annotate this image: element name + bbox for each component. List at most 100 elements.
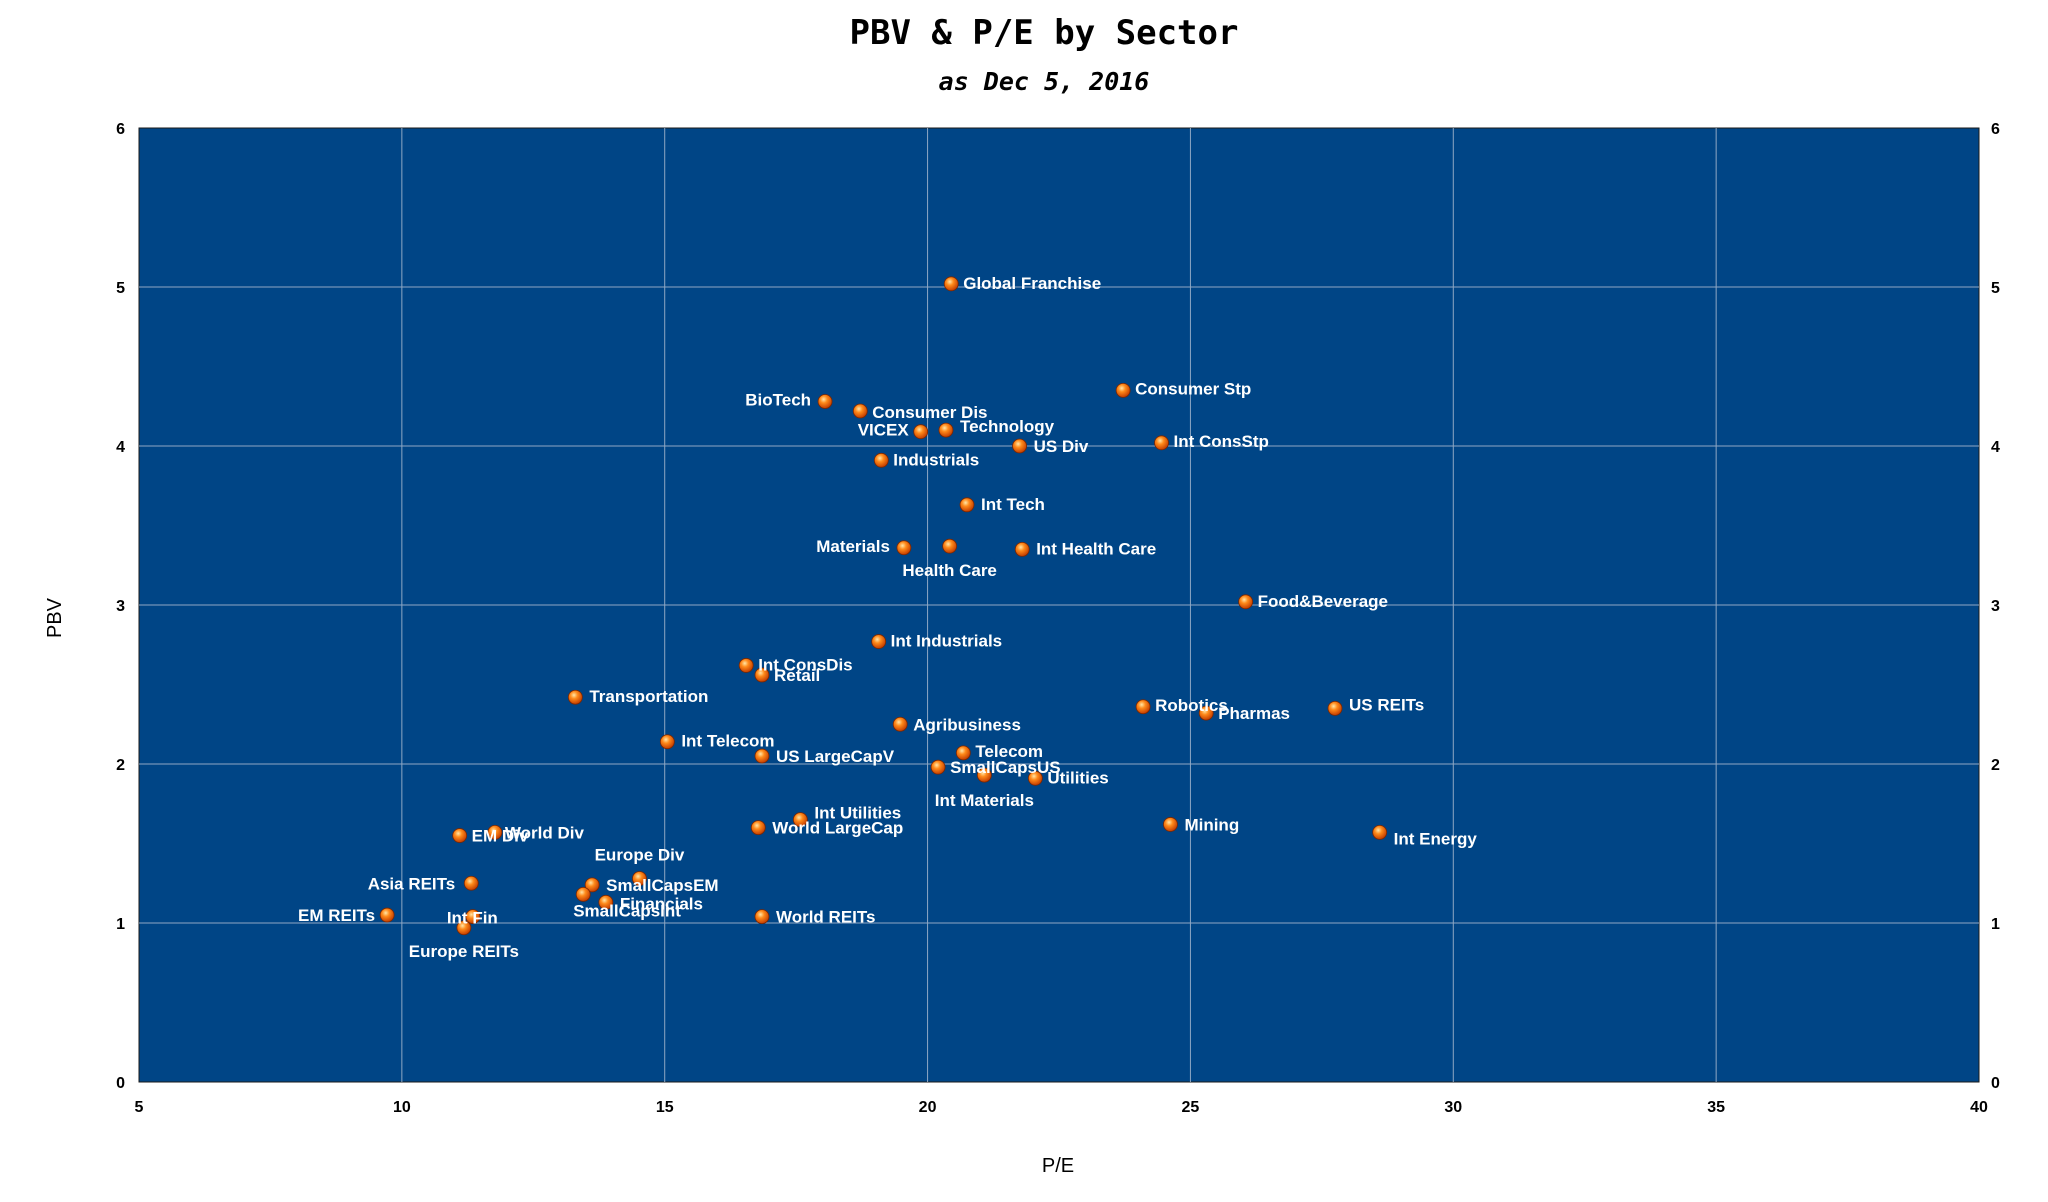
- y-tick-label-right: 6: [1991, 121, 2000, 138]
- data-point: [1163, 817, 1178, 832]
- y-axis-right: 0 1 2 3 4 5 6: [1991, 121, 2000, 1092]
- data-point: [452, 828, 468, 843]
- data-label: EM REITs: [298, 906, 375, 925]
- y-tick-label: 2: [116, 757, 125, 774]
- x-axis: 5 10 15 20 25 30 35 40: [135, 1099, 1988, 1116]
- x-tick-label: 20: [919, 1099, 937, 1116]
- data-point: [1327, 700, 1343, 716]
- x-tick-label: 15: [656, 1099, 674, 1116]
- data-label: VICEX: [858, 421, 910, 440]
- data-label: World LargeCap: [772, 819, 903, 838]
- data-point: [873, 452, 889, 468]
- y-tick-label: 3: [116, 598, 125, 615]
- data-label: EM Div: [472, 827, 529, 846]
- data-label: Asia REITs: [368, 874, 456, 893]
- data-point: [1115, 382, 1131, 398]
- data-label: Technology: [960, 417, 1055, 436]
- data-point: [754, 667, 770, 683]
- data-label: US Div: [1034, 437, 1089, 456]
- data-point: [955, 745, 971, 761]
- data-point: [456, 920, 472, 936]
- data-label: Europe REITs: [409, 942, 519, 961]
- data-point: [1154, 435, 1169, 451]
- data-label: Industrials: [893, 450, 979, 469]
- data-label: SmallCapsInt: [573, 901, 681, 920]
- data-point: [738, 658, 754, 673]
- data-label: Int Utilities: [814, 804, 901, 823]
- y-tick-label-right: 3: [1991, 598, 2000, 615]
- data-label: Int Fin: [447, 909, 498, 928]
- data-label: Int Energy: [1394, 829, 1478, 848]
- data-point: [976, 767, 992, 783]
- data-label: Financials: [620, 894, 703, 913]
- y-tick-label-right: 1: [1991, 916, 2000, 933]
- data-point: [942, 538, 958, 554]
- data-label: Global Franchise: [963, 274, 1101, 293]
- data-point: [463, 875, 479, 891]
- data-point: [1238, 594, 1254, 610]
- y-tick-label: 0: [116, 1075, 125, 1092]
- x-axis-title: P/E: [1042, 1155, 1074, 1177]
- data-label: Int Telecom: [681, 732, 774, 751]
- data-label: Consumer Stp: [1135, 379, 1251, 398]
- data-point: [871, 634, 887, 649]
- data-label: World Div: [505, 823, 585, 842]
- data-point: [584, 877, 600, 893]
- data-point: [892, 716, 908, 732]
- data-point: [487, 824, 503, 840]
- data-label: US REITs: [1349, 695, 1424, 714]
- y-tick-label-right: 5: [1991, 280, 2000, 297]
- data-label: Materials: [816, 537, 890, 556]
- data-point: [1372, 824, 1388, 840]
- data-point: [1012, 438, 1027, 454]
- data-point: [817, 394, 833, 409]
- data-point: [852, 403, 868, 419]
- data-labels: Global Franchise Consumer Stp BioTech Consu…: [298, 274, 1477, 961]
- data-label: US LargeCapV: [776, 747, 895, 766]
- y-tick-label: 5: [116, 280, 125, 297]
- x-tick-label: 35: [1707, 1099, 1725, 1116]
- data-point: [659, 734, 675, 750]
- data-label: Robotics: [1155, 696, 1228, 715]
- data-label: Int ConsDis: [758, 655, 852, 674]
- data-label: SmallCapsEM: [606, 876, 718, 895]
- data-label: Food&Beverage: [1258, 592, 1388, 611]
- data-point: [598, 894, 614, 910]
- data-point: [943, 276, 959, 292]
- y-axis-title: PBV: [44, 597, 66, 638]
- data-label: Utilities: [1047, 768, 1108, 787]
- data-point: [930, 759, 946, 775]
- data-point: [754, 909, 770, 925]
- data-label: Europe Div: [595, 845, 685, 864]
- data-point: [1198, 705, 1214, 721]
- x-tick-label: 30: [1444, 1099, 1462, 1116]
- data-point: [379, 907, 395, 923]
- data-point: [750, 820, 766, 835]
- data-label: Telecom: [975, 742, 1043, 761]
- y-tick-label-right: 4: [1991, 439, 2000, 456]
- data-point: [1014, 541, 1030, 557]
- data-point: [792, 812, 808, 828]
- data-point: [632, 871, 647, 886]
- data-point: [913, 424, 929, 440]
- data-label: Mining: [1184, 815, 1239, 834]
- data-point: [896, 540, 912, 556]
- y-tick-label-right: 2: [1991, 757, 2000, 774]
- data-label: BioTech: [745, 390, 811, 409]
- data-label: Int Industrials: [891, 632, 1002, 651]
- data-label: Health Care: [902, 561, 996, 580]
- data-point: [567, 689, 583, 705]
- chart-title: PBV & P/E by Sector: [850, 13, 1239, 53]
- data-point: [754, 748, 770, 764]
- data-label: Consumer Dis: [872, 403, 987, 422]
- x-tick-label: 40: [1970, 1099, 1988, 1116]
- data-point: [1135, 699, 1151, 715]
- chart-subtitle: as Dec 5, 2016: [939, 67, 1150, 96]
- y-axis-left: 0 1 2 3 4 5 6: [116, 121, 125, 1092]
- x-tick-label: 10: [393, 1099, 411, 1116]
- data-points: [379, 276, 1388, 936]
- data-label: Int Materials: [935, 791, 1034, 810]
- x-tick-label: 5: [135, 1099, 144, 1116]
- data-label: Int Health Care: [1036, 539, 1156, 558]
